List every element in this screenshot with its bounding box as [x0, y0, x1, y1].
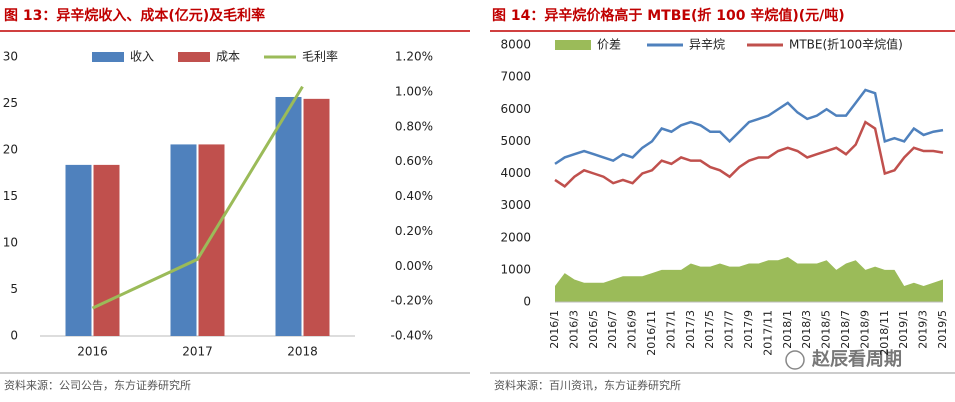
- x-tick-label: 2016/7: [606, 310, 619, 349]
- legend-label: MTBE(折100辛烷值): [789, 37, 903, 52]
- bar: [275, 96, 302, 337]
- line: [554, 88, 944, 165]
- y2-tick-label: 0.80%: [395, 119, 433, 133]
- y2-tick-label: 0.00%: [395, 259, 433, 273]
- source: 资料来源：公司公告，东方证券研究所: [4, 378, 191, 392]
- y-tick-label: 20: [3, 143, 18, 157]
- y2-tick-label: 1.00%: [395, 84, 433, 98]
- x-tick-label: 2018: [287, 345, 318, 359]
- x-tick-label: 2016/9: [626, 310, 639, 349]
- x-tick-label: 2017/9: [742, 310, 755, 349]
- y-tick-label: 7000: [500, 70, 531, 84]
- line: [554, 120, 944, 188]
- y-tick-label: 0: [10, 329, 18, 343]
- y-tick-label: 3000: [500, 198, 531, 212]
- y-tick-label: 15: [3, 189, 18, 203]
- x-tick-label: 2017: [182, 345, 213, 359]
- x-tick-label: 2018/5: [820, 310, 833, 349]
- legend-label: 收入: [130, 50, 154, 64]
- bar: [198, 144, 225, 336]
- legend-label: 价差: [597, 38, 621, 52]
- y-tick-label: 5000: [500, 134, 531, 148]
- y2-tick-label: 1.20%: [395, 50, 433, 64]
- y2-tick-label: 0.60%: [395, 154, 433, 168]
- y-tick-label: 1000: [500, 262, 531, 276]
- x-tick-label: 2018/7: [839, 310, 852, 349]
- x-tick-label: 2017/1: [664, 310, 677, 349]
- y-tick-label: 4000: [500, 166, 531, 180]
- bar: [170, 144, 197, 336]
- y-tick-label: 8000: [500, 38, 531, 52]
- y2-tick-label: -0.40%: [391, 329, 433, 343]
- x-tick-label: 2016/3: [567, 310, 580, 349]
- legend-label: 毛利率: [302, 49, 338, 64]
- bar: [65, 164, 92, 336]
- x-tick-label: 2016/11: [645, 310, 658, 356]
- x-tick-label: 2017/3: [684, 310, 697, 349]
- x-tick-label: 2018/11: [878, 310, 891, 356]
- watermark: 赵辰看周期: [811, 348, 902, 370]
- x-tick-label: 2017/5: [703, 310, 716, 349]
- area: [555, 257, 943, 302]
- x-tick-label: 2017/11: [761, 310, 774, 356]
- x-tick-label: 2017/7: [723, 310, 736, 349]
- y-tick-label: 5: [10, 282, 18, 296]
- y-tick-label: 2000: [500, 230, 531, 244]
- watermark-icon: [785, 350, 805, 370]
- chart-title: 图 14：异辛烷价格高于 MTBE(折 100 辛烷值)(元/吨): [492, 7, 845, 24]
- y2-tick-label: 0.40%: [395, 189, 433, 203]
- source: 资料来源：百川资讯，东方证券研究所: [494, 378, 681, 392]
- legend-label: 成本: [216, 50, 240, 64]
- y-tick-label: 25: [3, 96, 18, 110]
- y2-tick-label: 0.20%: [395, 224, 433, 238]
- legend-swatch: [92, 52, 124, 62]
- bar: [303, 98, 330, 336]
- x-tick-label: 2019/1: [897, 310, 910, 349]
- legend-swatch: [555, 40, 591, 50]
- x-tick-label: 2016/5: [587, 310, 600, 349]
- x-tick-label: 2018/3: [800, 310, 813, 349]
- y-tick-label: 10: [3, 236, 18, 250]
- line: [91, 85, 304, 310]
- y-tick-label: 6000: [500, 102, 531, 116]
- bar: [93, 164, 120, 336]
- x-tick-label: 2018/9: [858, 310, 871, 349]
- legend-swatch: [178, 52, 210, 62]
- x-tick-label: 2016: [77, 345, 108, 359]
- y-tick-label: 30: [3, 50, 18, 64]
- y2-tick-label: -0.20%: [391, 294, 433, 308]
- x-tick-label: 2018/1: [781, 310, 794, 349]
- legend-label: 异辛烷: [689, 38, 725, 52]
- x-tick-label: 2019/3: [917, 310, 930, 349]
- y-tick-label: 0: [523, 295, 531, 309]
- chart-title: 图 13：异辛烷收入、成本(亿元)及毛利率: [4, 7, 265, 24]
- x-tick-label: 2019/5: [936, 310, 949, 349]
- x-tick-label: 2016/1: [548, 310, 561, 349]
